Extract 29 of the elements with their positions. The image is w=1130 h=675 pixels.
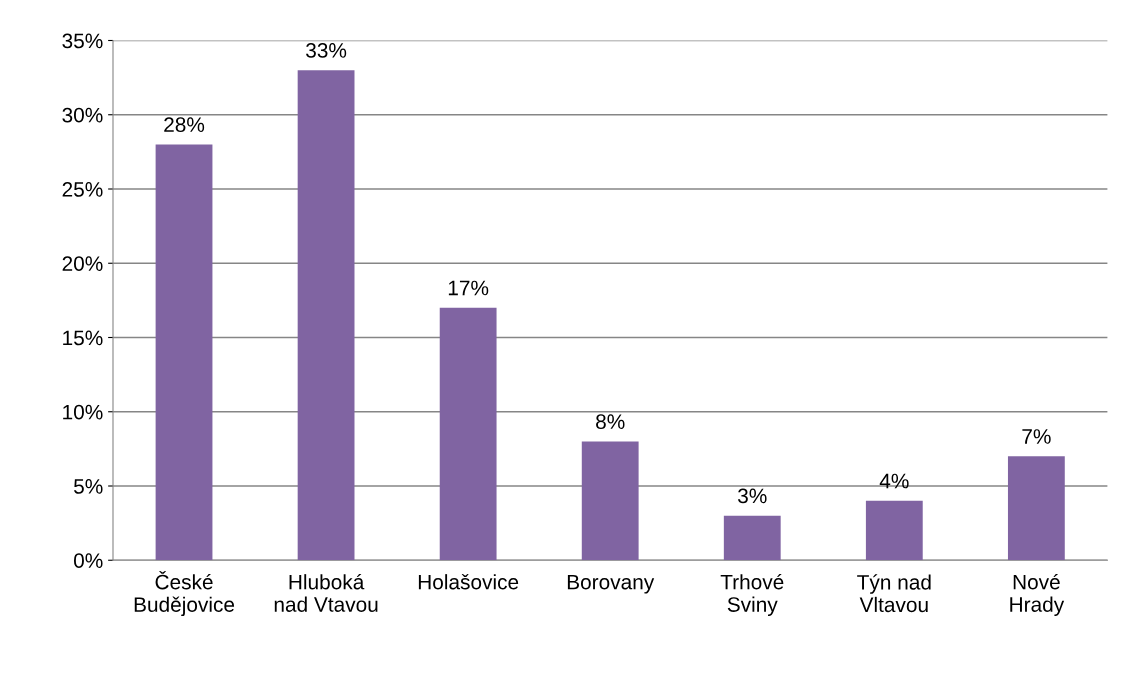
data-label: 4% (879, 473, 909, 489)
x-tick-label: Trhové Sviny (720, 573, 784, 616)
y-tick-label: 5% (74, 479, 103, 494)
y-tick-label: 30% (62, 107, 103, 123)
data-label: 17% (448, 280, 489, 296)
data-label: 3% (738, 488, 767, 504)
bar (865, 500, 923, 561)
bar (439, 307, 497, 561)
x-tick-label: Borovany (567, 574, 655, 594)
y-tick-label: 0% (73, 553, 103, 568)
y-tick-label: 35% (62, 33, 103, 49)
bar (155, 144, 213, 561)
y-tick-label: 20% (62, 256, 103, 271)
x-tick-label: Nové Hrady (1010, 573, 1065, 616)
data-label: 7% (1022, 429, 1051, 444)
x-tick-label: České Budějovice (134, 571, 235, 617)
y-tick-label: 10% (63, 404, 103, 420)
x-tick-label: Hluboká nad Vtavou (274, 573, 378, 612)
x-tick-label: Týn nad Vltavou (857, 574, 931, 613)
bar (723, 515, 781, 561)
bar (297, 70, 355, 561)
y-tick-label: 15% (63, 330, 103, 346)
bar (581, 441, 639, 561)
x-tick-label: Holašovice (418, 574, 519, 590)
y-tick-label: 25% (62, 182, 103, 197)
data-label: 28% (164, 117, 205, 132)
data-label: 8% (596, 414, 625, 429)
data-label: 33% (306, 43, 347, 58)
bar (1007, 456, 1065, 561)
